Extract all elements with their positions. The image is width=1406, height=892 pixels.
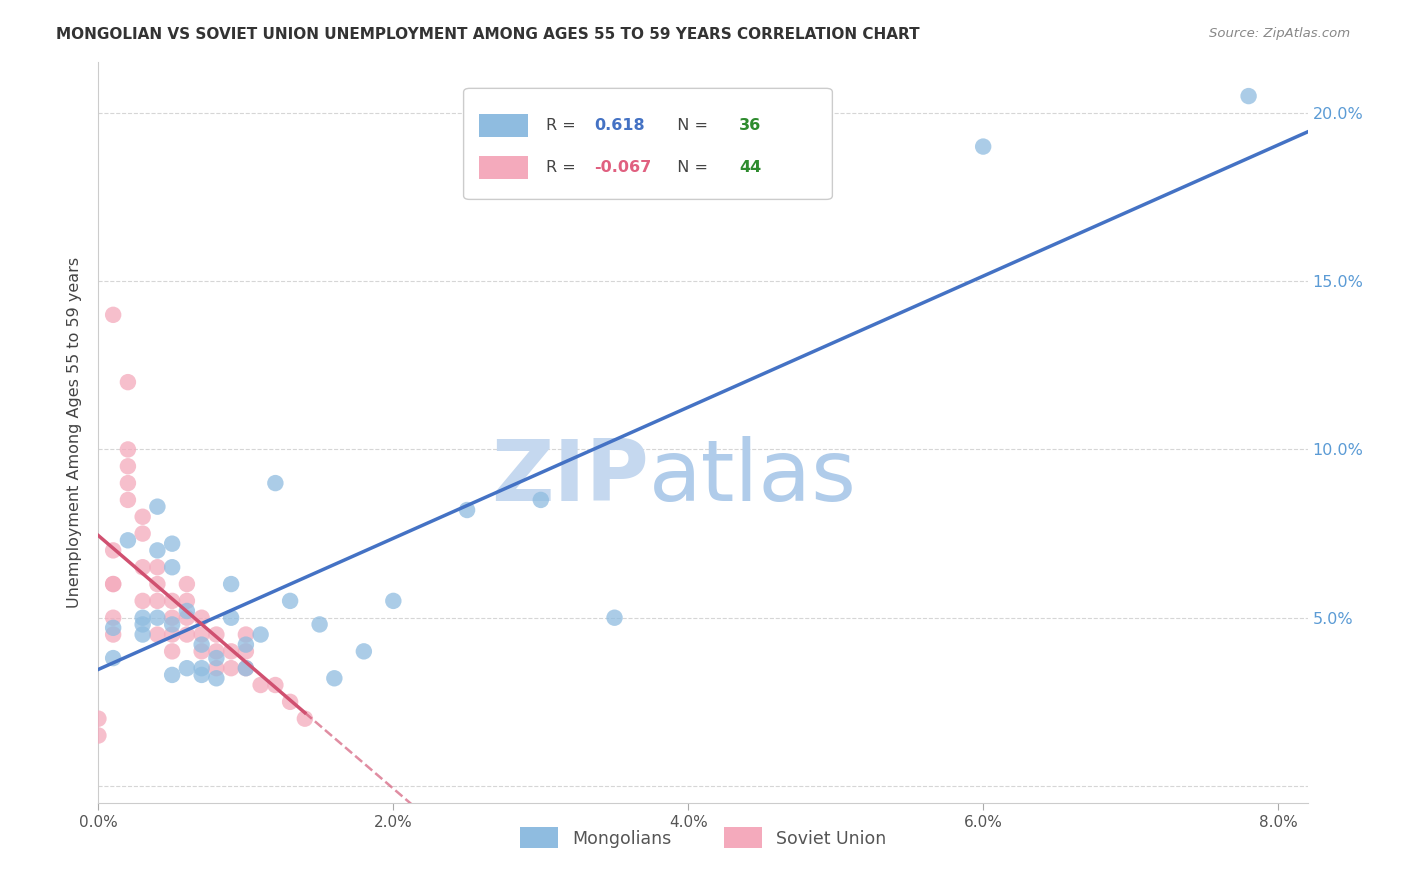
Point (160, 536, 183, 550)
Point (190, 644, 212, 658)
Point (146, 610, 169, 624)
Text: Source: ZipAtlas.com: Source: ZipAtlas.com (1209, 27, 1350, 40)
Point (131, 594, 153, 608)
Point (146, 577, 169, 591)
Point (117, 459, 139, 474)
Point (131, 526, 153, 541)
FancyBboxPatch shape (479, 113, 527, 137)
Point (117, 492, 139, 507)
Point (117, 375, 139, 389)
Point (146, 543, 169, 558)
Point (131, 509, 153, 524)
Point (205, 644, 228, 658)
Point (235, 644, 257, 658)
Point (117, 533, 139, 548)
Point (219, 661, 242, 675)
Point (353, 644, 375, 658)
Point (278, 695, 301, 709)
Point (160, 627, 183, 641)
Point (146, 560, 169, 574)
Text: R =: R = (546, 160, 586, 175)
Text: MONGOLIAN VS SOVIET UNION UNEMPLOYMENT AMONG AGES 55 TO 59 YEARS CORRELATION CHA: MONGOLIAN VS SOVIET UNION UNEMPLOYMENT A… (56, 27, 920, 42)
Point (219, 644, 242, 658)
Point (190, 627, 212, 641)
Text: ZIP: ZIP (491, 435, 648, 518)
Point (101, 627, 124, 641)
Point (219, 577, 242, 591)
Point (249, 678, 271, 692)
Text: 36: 36 (740, 118, 762, 133)
Point (87, 729, 110, 743)
Point (308, 617, 330, 632)
Point (176, 661, 198, 675)
Point (176, 594, 198, 608)
Point (219, 610, 242, 624)
Point (205, 651, 228, 665)
Point (160, 610, 183, 624)
Point (146, 594, 169, 608)
Text: 0.618: 0.618 (595, 118, 645, 133)
Point (530, 492, 553, 507)
Point (176, 610, 198, 624)
Point (249, 627, 271, 641)
Y-axis label: Unemployment Among Ages 55 to 59 years: Unemployment Among Ages 55 to 59 years (67, 257, 83, 608)
Point (603, 610, 626, 624)
Text: N =: N = (666, 118, 713, 133)
Point (176, 627, 198, 641)
Point (278, 594, 301, 608)
Point (176, 577, 198, 591)
Point (117, 476, 139, 491)
Point (146, 627, 169, 641)
Point (117, 442, 139, 457)
Point (131, 610, 153, 624)
Point (101, 308, 124, 322)
Text: 44: 44 (740, 160, 762, 175)
Point (235, 661, 257, 675)
Text: -0.067: -0.067 (595, 160, 651, 175)
Point (160, 644, 183, 658)
Point (101, 621, 124, 635)
FancyBboxPatch shape (479, 156, 527, 179)
Point (101, 543, 124, 558)
Point (160, 617, 183, 632)
Point (235, 627, 257, 641)
Point (205, 671, 228, 685)
FancyBboxPatch shape (464, 88, 832, 200)
Point (205, 627, 228, 641)
Point (264, 476, 287, 491)
Text: N =: N = (666, 160, 713, 175)
Point (972, 139, 994, 153)
Point (101, 651, 124, 665)
Point (160, 560, 183, 574)
Point (190, 638, 212, 652)
Point (131, 617, 153, 632)
Legend: Mongolians, Soviet Union: Mongolians, Soviet Union (512, 819, 894, 857)
Point (131, 560, 153, 574)
Point (131, 627, 153, 641)
Point (382, 594, 405, 608)
Point (205, 661, 228, 675)
Text: R =: R = (546, 118, 586, 133)
Point (1237, 89, 1260, 103)
Point (101, 577, 124, 591)
Point (160, 668, 183, 682)
Point (323, 671, 346, 685)
Point (456, 503, 478, 517)
Point (294, 712, 316, 726)
Text: atlas: atlas (648, 435, 856, 518)
Point (101, 577, 124, 591)
Point (190, 668, 212, 682)
Point (146, 500, 169, 514)
Point (101, 610, 124, 624)
Point (264, 678, 287, 692)
Point (190, 610, 212, 624)
Point (87, 712, 110, 726)
Point (176, 604, 198, 618)
Point (235, 661, 257, 675)
Point (190, 661, 212, 675)
Point (235, 638, 257, 652)
Point (160, 594, 183, 608)
